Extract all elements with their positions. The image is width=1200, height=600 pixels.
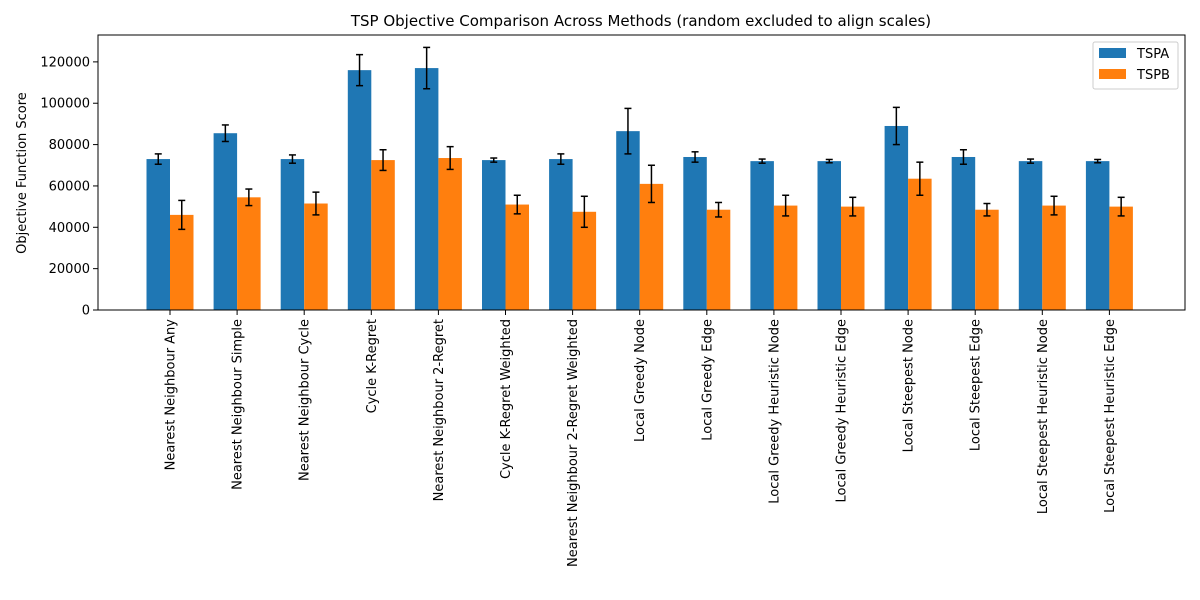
x-tick-label: Cycle K-Regret Weighted	[499, 319, 514, 479]
bar-tspb	[438, 158, 462, 310]
x-tick-label: Local Steepest Heuristic Edge	[1103, 319, 1118, 513]
x-tick-label: Local Steepest Edge	[969, 319, 984, 451]
y-tick-label: 120000	[40, 55, 90, 70]
y-tick-label: 0	[82, 304, 90, 319]
bar-tspb	[170, 214, 194, 310]
x-tick-label: Nearest Neighbour Any	[164, 319, 179, 471]
x-tick-label: Local Greedy Node	[633, 319, 648, 442]
bar-tspb	[639, 183, 664, 310]
bar-tspa	[884, 125, 909, 310]
bar-tspb	[304, 203, 328, 310]
bar-tspa	[280, 159, 305, 310]
chart-title: TSP Objective Comparison Across Methods …	[350, 12, 931, 30]
bar-tspb	[841, 206, 865, 310]
x-tick-label: Cycle K-Regret	[365, 319, 380, 413]
y-axis-label: Objective Function Score	[15, 92, 30, 254]
bar-tspa	[817, 161, 841, 310]
bar-tspa	[1018, 161, 1043, 310]
bar-tspb	[1042, 205, 1066, 310]
bar-tspa	[213, 133, 238, 310]
x-tick-label: Nearest Neighbour 2-Regret	[432, 319, 447, 501]
bar-tspa	[616, 131, 640, 310]
bar-tspb	[1109, 206, 1133, 310]
legend-swatch-tspa	[1099, 48, 1126, 58]
y-tick-label: 40000	[49, 221, 90, 236]
x-tick-label: Nearest Neighbour Simple	[231, 319, 246, 490]
x-tick-label: Local Greedy Heuristic Node	[767, 319, 782, 504]
legend-label-tspb: TSPB	[1136, 68, 1170, 83]
bar-tspa	[951, 156, 976, 310]
plot-frame	[97, 34, 1186, 311]
legend-swatch-tspb	[1099, 69, 1126, 79]
bar-tspa	[482, 160, 506, 310]
y-tick-label: 100000	[40, 97, 90, 112]
bar-tspa	[549, 159, 573, 310]
x-tick-label: Local Steepest Heuristic Node	[1036, 319, 1051, 514]
bar-tspb	[237, 197, 261, 310]
legend-label-tspa: TSPA	[1136, 47, 1169, 62]
y-tick-label: 60000	[49, 179, 90, 194]
bar-tspb	[572, 211, 597, 310]
bar-tspa	[347, 70, 372, 310]
bar-tspb	[706, 209, 731, 310]
bar-tspb	[773, 205, 798, 310]
bar-tspa	[683, 156, 707, 310]
bar-tspa	[414, 68, 439, 311]
plot-area: 0 20000 40000 60000 80000 100000 120000 Nearest…	[40, 46, 1133, 567]
bar-tspa	[1085, 161, 1110, 310]
x-tick-label: Nearest Neighbour Cycle	[298, 319, 313, 481]
y-tick-label: 20000	[49, 262, 90, 277]
bar-tspb	[371, 160, 395, 310]
bar-tspa	[146, 159, 170, 310]
bar-tspb	[505, 204, 529, 310]
x-tick-label: Local Steepest Node	[902, 319, 917, 452]
bar-tspb	[975, 209, 999, 310]
x-tick-label: Nearest Neighbour 2-Regret Weighted	[566, 319, 581, 567]
x-tick-label: Local Greedy Heuristic Edge	[835, 319, 850, 502]
bar-tspa	[750, 161, 774, 310]
bar-tspb	[908, 178, 932, 310]
legend: TSPA TSPB	[1092, 41, 1179, 90]
y-tick-label: 80000	[49, 138, 90, 153]
x-tick-label: Local Greedy Edge	[700, 319, 715, 441]
